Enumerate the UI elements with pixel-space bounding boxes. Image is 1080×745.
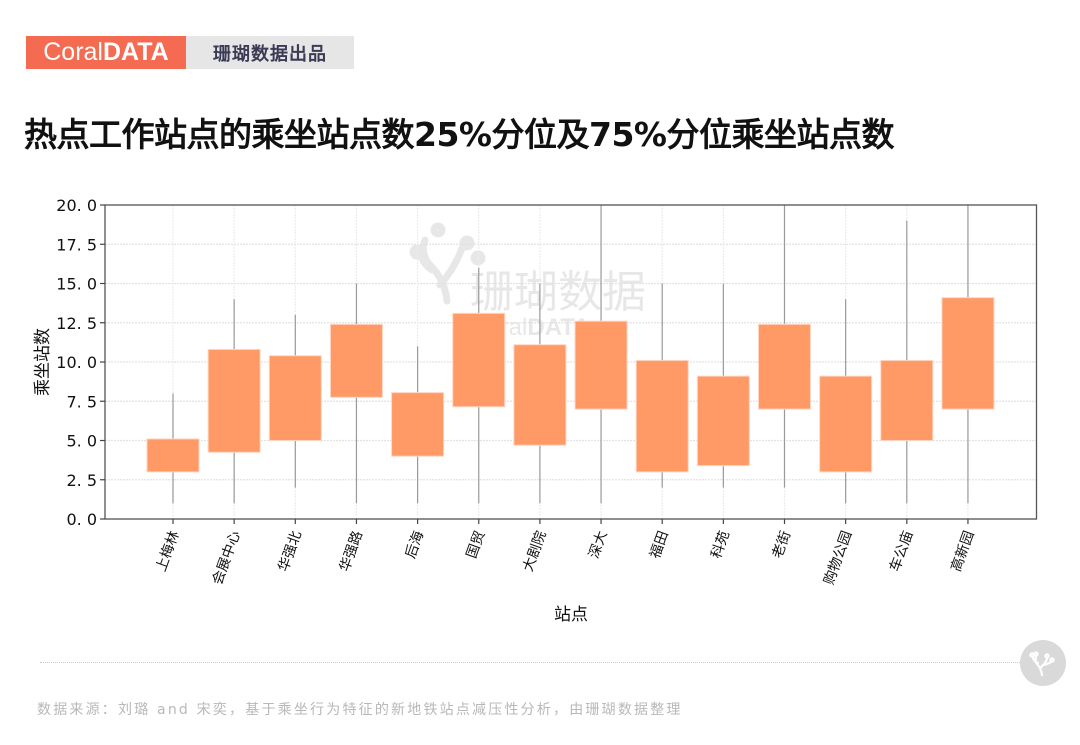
- box-后海: [391, 346, 445, 504]
- brand-name-light: Coral: [43, 38, 103, 66]
- brand-logo: Coral DATA 珊瑚数据出品: [26, 36, 354, 69]
- y-tick-label: 7. 5: [66, 392, 97, 411]
- iqr-box: [513, 344, 567, 446]
- iqr-box: [758, 323, 811, 410]
- x-tick-label: 购物公园: [821, 529, 855, 587]
- brand-tagline: 珊瑚数据出品: [186, 36, 354, 69]
- box-华强路: [329, 283, 383, 504]
- x-tick-label: 华强路: [337, 529, 366, 574]
- x-tick-label: 会展中心: [210, 529, 244, 587]
- x-tick-label: 深大: [586, 529, 611, 561]
- x-tick-label: 后海: [403, 529, 428, 561]
- watermark-cn: 珊瑚数据: [470, 267, 646, 318]
- iqr-box: [207, 348, 261, 453]
- box-华强北: [268, 314, 322, 488]
- box-购物公园: [819, 299, 873, 504]
- x-axis-label: 站点: [554, 605, 588, 625]
- box-老街: [758, 205, 811, 488]
- y-axis: 0. 0 2. 5 5. 0 7. 5 10. 0 12. 5 15. 0 17. 5 20. …: [56, 196, 105, 529]
- y-tick-label: 17. 5: [56, 235, 97, 254]
- chart-title: 热点工作站点的乘坐站点数25%分位及75%分位乘坐站点数: [24, 115, 894, 154]
- x-tick-label: 高新园: [947, 529, 977, 574]
- y-tick-label: 2. 5: [66, 471, 97, 490]
- coral-logo-icon: [1020, 640, 1066, 686]
- x-tick-label: 福田: [647, 529, 672, 561]
- y-tick-label: 10. 0: [56, 353, 97, 372]
- iqr-box: [819, 375, 873, 473]
- x-tick-label: 华强北: [276, 529, 305, 574]
- box-福田: [635, 283, 689, 488]
- box-大剧院: [513, 283, 567, 504]
- iqr-box: [941, 297, 995, 410]
- box-车公庙: [880, 220, 934, 504]
- x-tick-label: 科苑: [708, 529, 733, 561]
- iqr-box: [452, 312, 506, 408]
- y-tick-label: 20. 0: [56, 196, 97, 215]
- iqr-box: [574, 320, 628, 410]
- footer-divider: [40, 662, 1020, 663]
- x-axis: 上梅林 会展中心 华强北 华强路 后海 国贸 大剧院 深大 福田 科苑 老街 购物公园 车公庙 高新园: [153, 519, 978, 587]
- brand-name: Coral DATA: [26, 36, 186, 69]
- box-深大: [574, 205, 628, 504]
- y-tick-label: 12. 5: [56, 314, 97, 333]
- data-source: 数据来源：刘璐 and 宋奕，基于乘坐行为特征的新地铁站点减压性分析，由珊瑚数据…: [37, 702, 683, 718]
- x-tick-label: 大剧院: [520, 529, 549, 574]
- iqr-box: [329, 323, 383, 398]
- box-会展中心: [207, 299, 261, 504]
- x-tick-label: 老街: [770, 529, 795, 561]
- x-tick-label: 上梅林: [153, 529, 182, 574]
- x-tick-label: 车公庙: [886, 529, 916, 574]
- iqr-box: [696, 375, 750, 467]
- brand-name-bold: DATA: [103, 38, 169, 66]
- y-tick-label: 15. 0: [56, 275, 97, 294]
- x-tick-label: 国贸: [464, 529, 489, 561]
- box-国贸: [452, 267, 506, 504]
- y-tick-label: 0. 0: [66, 510, 97, 529]
- box-上梅林: [146, 393, 200, 504]
- iqr-box: [635, 359, 689, 473]
- iqr-box: [880, 359, 934, 441]
- y-axis-label: 乘坐站数: [33, 328, 53, 396]
- boxes: [146, 205, 995, 504]
- iqr-box: [391, 392, 445, 457]
- iqr-box: [146, 438, 200, 473]
- box-高新园: [941, 205, 995, 504]
- y-tick-label: 5. 0: [66, 432, 97, 451]
- iqr-box: [268, 355, 322, 441]
- box-科苑: [696, 283, 750, 488]
